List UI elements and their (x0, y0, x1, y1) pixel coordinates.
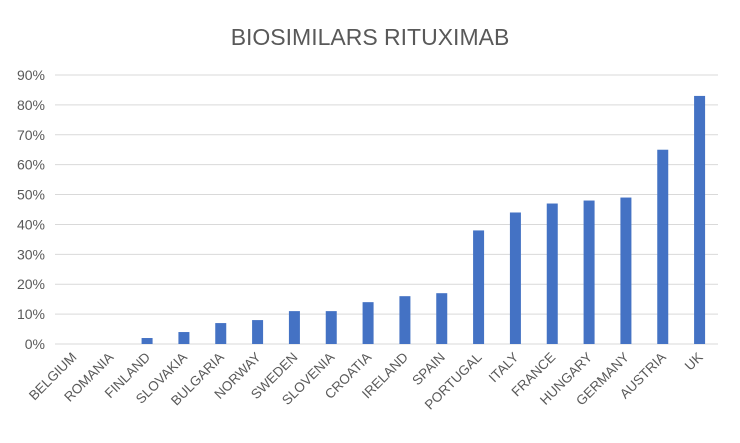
y-tick-label: 70% (17, 127, 45, 143)
bar-slovenia (325, 311, 337, 344)
x-axis-labels: BELGIUMROMANIAFINLANDSLOVAKIABULGARIANOR… (26, 349, 706, 412)
bar-finland (141, 338, 153, 344)
bar-italy (509, 212, 521, 344)
bar-france (546, 203, 558, 344)
y-tick-label: 40% (17, 216, 45, 232)
y-tick-label: 30% (17, 246, 45, 262)
x-category-label: UK (682, 350, 706, 374)
y-tick-label: 60% (17, 157, 45, 173)
chart-title: BIOSIMILARS RITUXIMAB (231, 24, 510, 50)
bar-slovakia (178, 332, 190, 344)
y-tick-label: 50% (17, 187, 45, 203)
gridlines (55, 74, 718, 345)
bar-portugal (473, 230, 485, 344)
y-axis-ticks: 0% 10% 20% 30% 40% 50% 60% 70% 80% 90% (17, 67, 45, 352)
bar-uk (694, 95, 706, 344)
y-tick-label: 10% (17, 306, 45, 322)
bars (141, 95, 706, 344)
bar-germany (620, 197, 632, 344)
bar-hungary (583, 200, 595, 344)
bar-austria (657, 149, 669, 344)
y-tick-label: 90% (17, 67, 45, 83)
bar-ireland (399, 296, 411, 344)
bar-spain (436, 293, 448, 344)
bar-bulgaria (215, 323, 227, 344)
bar-croatia (362, 302, 374, 344)
y-tick-label: 20% (17, 276, 45, 292)
y-tick-label: 0% (25, 336, 45, 352)
y-tick-label: 80% (17, 97, 45, 113)
bar-sweden (288, 311, 300, 344)
bar-norway (252, 320, 264, 344)
